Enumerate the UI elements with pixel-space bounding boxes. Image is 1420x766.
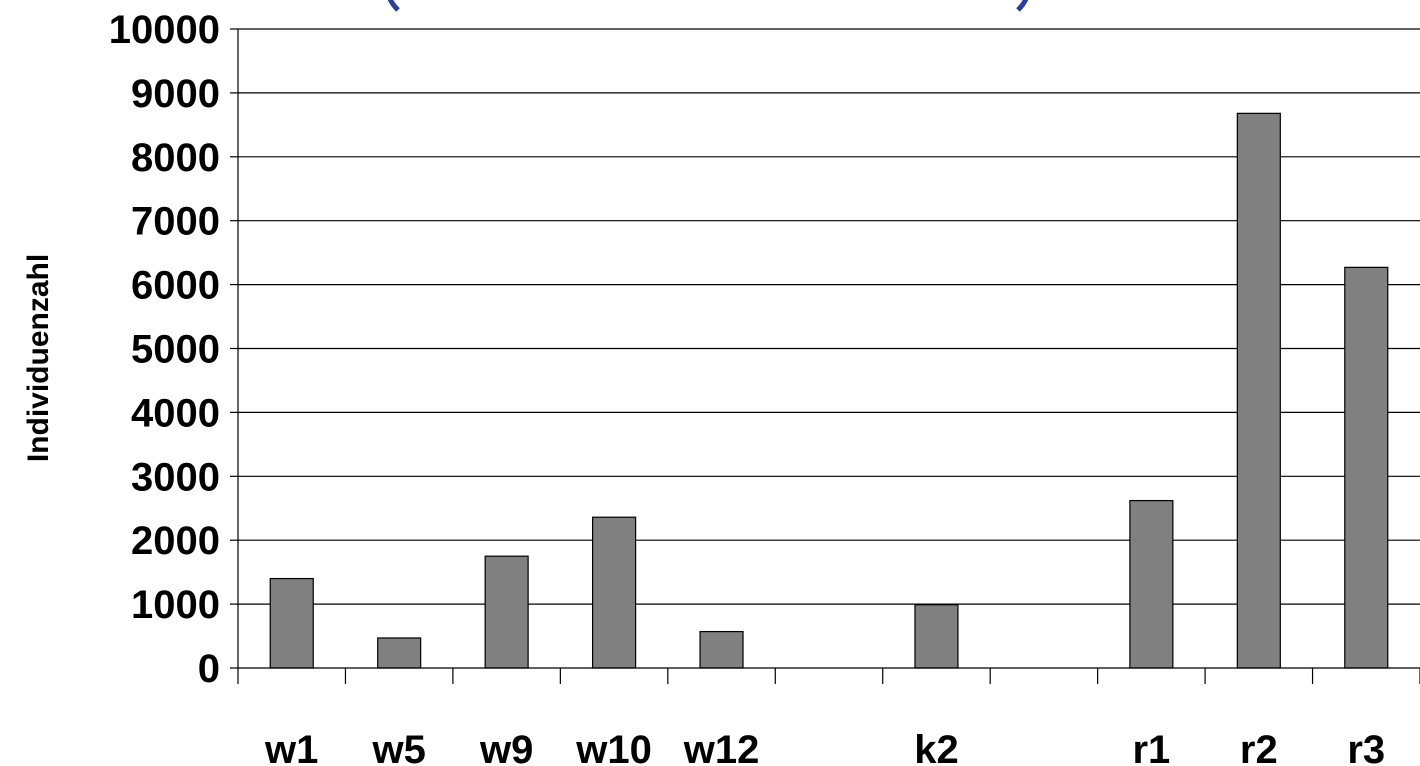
bar-w1 [269, 577, 314, 669]
x-tick-label: k2 [914, 728, 959, 766]
x-tick-label: r2 [1240, 728, 1278, 766]
bar-w10 [591, 516, 637, 669]
bar-w9 [484, 555, 529, 669]
bar-w5 [377, 637, 422, 669]
y-tick-label: 4000 [131, 391, 220, 435]
x-tick-label: r1 [1132, 728, 1170, 766]
x-tick-label: w1 [264, 728, 318, 766]
bar-r2 [1236, 112, 1281, 669]
decorative-left-paren [387, 0, 400, 12]
y-tick-label: 2000 [131, 519, 220, 563]
axes [237, 29, 1420, 684]
decorative-right-paren [1016, 0, 1029, 12]
x-tick-label: w9 [479, 728, 533, 766]
x-tick-label: w5 [372, 728, 426, 766]
y-tick-label: 10000 [109, 8, 220, 52]
y-tick-label: 9000 [131, 72, 220, 116]
x-tick-labels: w1 w5 w9 w10 w12 k2 r1 r2 r3 [264, 728, 1385, 766]
x-tick-label: w12 [683, 728, 760, 766]
bar-r1 [1129, 499, 1174, 669]
bar-r3 [1344, 266, 1389, 669]
y-tick-label: 7000 [131, 200, 220, 244]
gridlines [230, 28, 1420, 669]
y-tick-labels: 0 1000 2000 3000 4000 5000 6000 7000 8000 9000 100… [109, 8, 220, 691]
bar-k2 [914, 604, 959, 669]
y-tick-label: 5000 [131, 328, 220, 372]
x-tick-label: r3 [1347, 728, 1385, 766]
y-tick-label: 8000 [131, 136, 220, 180]
y-axis-label: Individuenzahl [22, 254, 55, 462]
bar-w12 [699, 630, 744, 669]
y-tick-label: 0 [198, 647, 220, 691]
y-tick-label: 3000 [131, 455, 220, 499]
bars [269, 112, 1389, 669]
y-tick-label: 1000 [131, 583, 220, 627]
y-tick-label: 6000 [131, 264, 220, 308]
x-tick-label: w10 [575, 728, 652, 766]
